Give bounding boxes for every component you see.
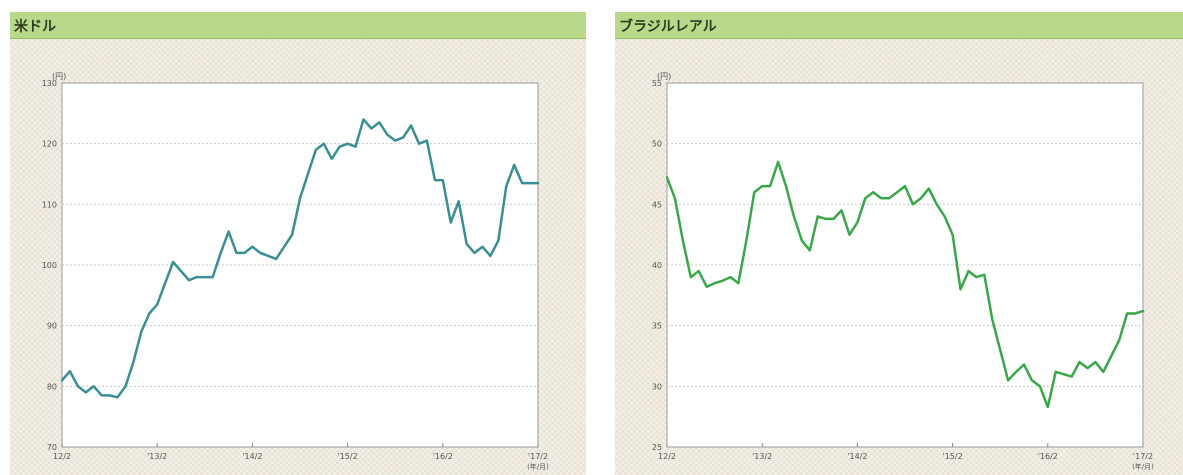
x-tick-label: '14/2: [242, 452, 262, 461]
y-tick-label: 70: [47, 443, 57, 452]
x-tick-label: '14/2: [847, 452, 867, 461]
y-axis-unit-label: (円): [657, 72, 671, 81]
series-line: [665, 160, 1145, 409]
series-line: [60, 118, 540, 399]
brl-chart-panel: ブラジルレアル 25 30 35 40 45 50 55 (円) 12/2 '13/2 '14/2 '…: [615, 12, 1183, 475]
x-tick-label: 12/2: [53, 452, 71, 461]
x-tick-label: '13/2: [752, 452, 772, 461]
y-axis-unit-label: (円): [52, 72, 66, 81]
brl-panel-title: ブラジルレアル: [619, 19, 717, 35]
y-tick-label: 110: [42, 200, 57, 209]
usd-line-chart: 70 80 90 100 110 120 130(円) 12/2 '13/2 '14/2 '15/2…: [42, 72, 549, 471]
y-tick-label: 40: [652, 261, 662, 270]
y-tick-label: 90: [47, 322, 57, 331]
y-tick-label: 55: [652, 79, 662, 88]
y-tick-label: 30: [652, 382, 662, 391]
x-tick-label: '16/2: [433, 452, 453, 461]
brl-line-chart: 25 30 35 40 45 50 55(円) 12/2 '13/2 '14/2 '15/2 '16/…: [652, 72, 1154, 471]
x-tick-label: '13/2: [147, 452, 167, 461]
usd-chart-panel: 米ドル 70 80 90 100 110 120 130 (円) 12/2 '13/2 '14/2 '…: [10, 12, 586, 475]
y-tick-label: 120: [42, 140, 57, 149]
x-axis-unit-note: (年/月): [527, 462, 549, 471]
y-tick-label: 130: [42, 79, 57, 88]
usd-panel-header: 米ドル: [10, 12, 586, 39]
x-tick-label: '15/2: [943, 452, 963, 461]
y-tick-label: 25: [652, 443, 662, 452]
y-tick-label: 35: [652, 322, 662, 331]
x-tick-label: '16/2: [1038, 452, 1058, 461]
x-tick-label: '17/2: [528, 452, 548, 461]
y-tick-label: 45: [652, 200, 662, 209]
x-axis-unit-note: (年/月): [1132, 462, 1154, 471]
y-tick-label: 80: [47, 382, 57, 391]
brl-panel-header: ブラジルレアル: [615, 12, 1183, 39]
y-tick-label: 50: [652, 140, 662, 149]
usd-panel-title: 米ドル: [14, 19, 56, 35]
x-tick-label: '17/2: [1133, 452, 1153, 461]
y-tick-label: 100: [42, 261, 57, 270]
x-tick-label: 12/2: [658, 452, 676, 461]
x-tick-label: '15/2: [338, 452, 358, 461]
